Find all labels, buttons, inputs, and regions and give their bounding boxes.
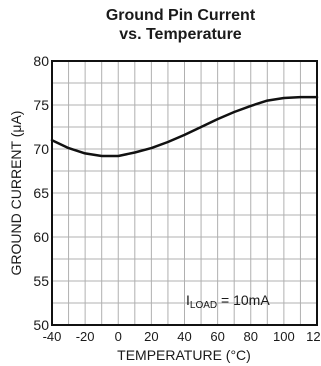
grid-layer [52, 61, 317, 325]
y-tick-label: 65 [33, 185, 49, 201]
y-tick-label: 80 [33, 53, 49, 69]
plot-frame [51, 60, 318, 326]
x-tick-label: 40 [177, 329, 191, 344]
y-axis-label: GROUND CURRENT (μA) [8, 111, 24, 276]
y-tick-label: 55 [33, 273, 49, 289]
y-tick-label: 60 [33, 229, 49, 245]
series-line [50, 95, 319, 158]
x-tick-label: 0 [115, 329, 122, 344]
chart-title-line-1: Ground Pin Current [105, 7, 256, 24]
line-layer [50, 95, 319, 158]
x-axis-label: TEMPERATURE (°C) [117, 347, 251, 363]
chart-title-line-2: vs. Temperature [119, 26, 242, 43]
x-tick-label: -20 [76, 329, 95, 344]
x-tick-label: 20 [144, 329, 158, 344]
x-tick-label: 80 [244, 329, 258, 344]
y-tick-label: 50 [33, 317, 49, 333]
x-tick-label: 120 [306, 329, 321, 344]
x-tick-label: -40 [43, 329, 62, 344]
load-annotation: ILOAD = 10mA [186, 292, 270, 311]
x-tick-label: 60 [210, 329, 224, 344]
y-tick-label: 70 [33, 141, 49, 157]
tick-layer: -40 -20 0 20 40 60 80 100 120 50 55 60 65 70 75 80 [33, 53, 321, 344]
y-tick-label: 75 [33, 97, 49, 113]
x-tick-label: 100 [273, 329, 295, 344]
